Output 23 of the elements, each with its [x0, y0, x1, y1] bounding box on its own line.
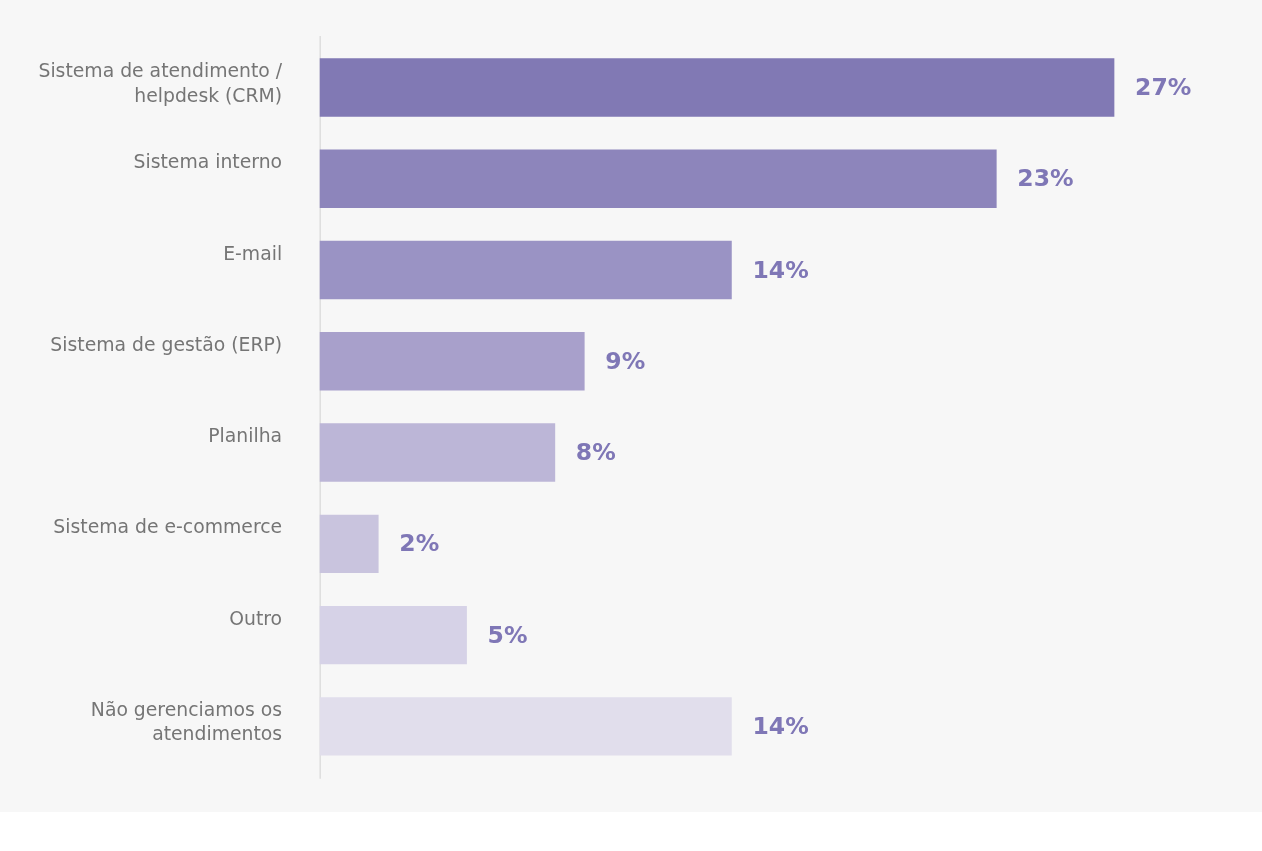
bar — [319, 240, 732, 300]
bar — [319, 149, 997, 208]
bar — [319, 514, 379, 574]
data-label: 27% — [1135, 73, 1192, 102]
bar — [319, 423, 556, 482]
data-label: 5% — [487, 620, 528, 649]
data-label: 14% — [752, 711, 809, 740]
y-tick-label: Sistema interno — [133, 151, 283, 173]
y-tick-label: Sistema de e-commerce — [53, 516, 283, 538]
data-label: 23% — [1017, 164, 1074, 193]
y-tick-label: Não gerenciamos os atendimentos — [90, 699, 283, 745]
y-tick-label: Planilha — [208, 425, 283, 447]
bar — [319, 58, 1115, 117]
y-tick-label: E-mail — [223, 242, 283, 264]
data-label: 9% — [605, 346, 646, 375]
y-tick-label: Sistema de gestão (ERP) — [50, 333, 283, 355]
y-tick-label: Outro — [229, 607, 283, 629]
bar — [319, 697, 732, 756]
data-label: 14% — [752, 255, 809, 284]
data-label: 8% — [575, 438, 616, 467]
data-label: 2% — [399, 529, 440, 558]
y-tick-label: Sistema de atendimento / helpdesk (CRM) — [38, 60, 283, 106]
bar — [319, 332, 585, 391]
